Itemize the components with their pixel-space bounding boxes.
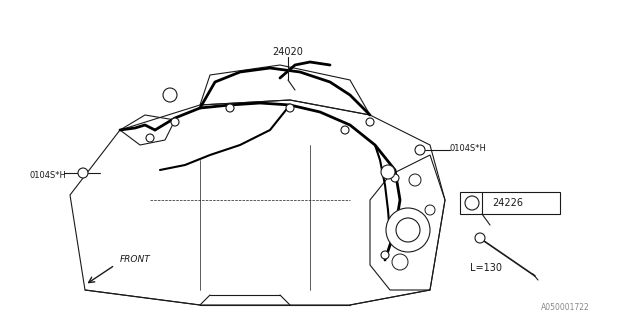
Circle shape xyxy=(366,118,374,126)
Circle shape xyxy=(396,218,420,242)
Circle shape xyxy=(475,233,485,243)
Text: 0104S*H: 0104S*H xyxy=(450,143,487,153)
Circle shape xyxy=(163,88,177,102)
Circle shape xyxy=(386,208,430,252)
Text: ①: ① xyxy=(385,167,392,177)
Text: L=130: L=130 xyxy=(470,263,502,273)
Text: 0104S*H: 0104S*H xyxy=(30,171,67,180)
Circle shape xyxy=(78,168,88,178)
FancyBboxPatch shape xyxy=(460,192,560,214)
Circle shape xyxy=(286,104,294,112)
Text: ①: ① xyxy=(166,91,173,100)
Circle shape xyxy=(381,165,395,179)
Text: A050001722: A050001722 xyxy=(541,303,590,312)
Text: 24020: 24020 xyxy=(273,47,303,57)
Text: 24226: 24226 xyxy=(492,198,523,208)
Circle shape xyxy=(171,118,179,126)
Text: ①: ① xyxy=(468,198,476,207)
Circle shape xyxy=(341,126,349,134)
Circle shape xyxy=(226,104,234,112)
Circle shape xyxy=(381,251,389,259)
Circle shape xyxy=(391,174,399,182)
Circle shape xyxy=(465,196,479,210)
Circle shape xyxy=(392,254,408,270)
Circle shape xyxy=(409,174,421,186)
Text: FRONT: FRONT xyxy=(120,255,151,265)
Circle shape xyxy=(415,145,425,155)
Circle shape xyxy=(425,205,435,215)
Circle shape xyxy=(146,134,154,142)
